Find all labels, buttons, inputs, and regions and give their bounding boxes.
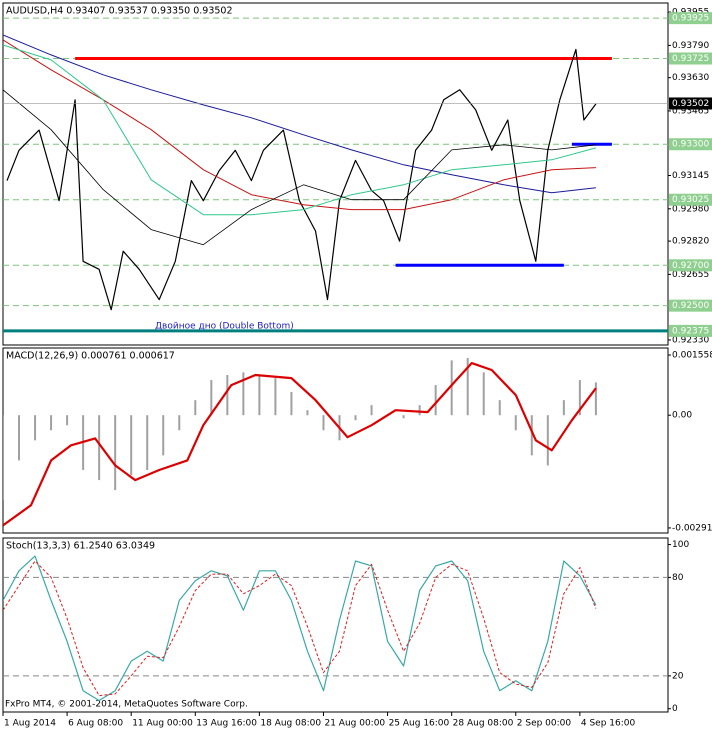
x-tick-label: 11 Aug 00:00 <box>132 719 193 729</box>
last-price-label: 0.93502 <box>672 99 709 109</box>
footer: FxPro MT4, © 2001-2014, MetaQuotes Softw… <box>5 700 248 710</box>
y-tick-label: 20 <box>672 671 684 681</box>
panel-frame <box>2 537 669 713</box>
y-tick-label: 0.00 <box>672 411 692 421</box>
x-tick-label: 1 Aug 2014 <box>4 719 56 729</box>
level-label: 0.92700 <box>672 261 709 271</box>
histogram-bar <box>178 415 181 431</box>
histogram-bar <box>274 378 277 416</box>
histogram-bar <box>418 405 421 416</box>
x-tick-label: 28 Aug 08:00 <box>453 719 514 729</box>
histogram-bar <box>146 415 149 471</box>
series-line <box>3 44 597 216</box>
last-price-box <box>669 97 712 110</box>
y-tick-label: 0.001558 <box>672 351 712 361</box>
y-tick-label: 0.93790 <box>672 41 709 51</box>
histogram-bar <box>594 382 597 416</box>
series-line <box>3 34 596 194</box>
level-label: 0.93725 <box>672 54 709 64</box>
annotation: Двойное дно (Double Bottom) <box>155 322 294 332</box>
level-label-box <box>669 324 712 337</box>
plot-area <box>3 555 668 702</box>
x-tick-label: 6 Aug 08:00 <box>68 719 123 729</box>
histogram-bar <box>306 410 309 416</box>
level-label-box <box>669 12 712 25</box>
level-label: 0.92500 <box>672 301 709 311</box>
y-tick-label: 0 <box>672 704 678 714</box>
histogram-bar <box>226 375 229 416</box>
x-tick-label: 21 Aug 00:00 <box>324 719 385 729</box>
y-tick-label: 0.93465 <box>672 106 709 116</box>
level-label-box <box>669 52 712 65</box>
level-label-box <box>669 138 712 151</box>
level-label: 0.93025 <box>672 195 709 205</box>
y-tick-label: 0.92655 <box>672 270 709 280</box>
histogram-bar <box>450 360 453 416</box>
histogram-bar <box>562 400 565 416</box>
plot-area <box>3 358 597 527</box>
panel-frame <box>2 2 669 346</box>
histogram-bar <box>466 358 469 416</box>
series-line <box>3 555 597 702</box>
series-line <box>3 89 596 246</box>
plot-area <box>3 17 668 333</box>
histogram-bar <box>242 372 245 416</box>
y-tick-label: 80 <box>672 573 684 583</box>
histogram-bar <box>290 392 293 416</box>
series-line <box>6 48 597 311</box>
y-tick-label: -0.002919 <box>672 523 712 533</box>
y-tick-label: 0.92980 <box>672 204 709 214</box>
histogram-bar <box>18 415 21 461</box>
histogram-bar <box>34 415 37 441</box>
histogram-bar <box>482 372 485 416</box>
y-tick-label: 0.92330 <box>672 335 709 345</box>
histogram-bar <box>130 415 133 476</box>
histogram-bar <box>498 400 501 416</box>
panel-title: Stoch(13,3,3) 61.2540 63.0349 <box>6 541 155 552</box>
histogram-bar <box>258 375 261 416</box>
histogram-bar <box>402 415 405 419</box>
histogram-bar <box>66 415 69 426</box>
x-tick-label: 2 Sep 00:00 <box>517 719 572 729</box>
histogram-bar <box>578 380 581 416</box>
histogram-bar <box>50 415 53 431</box>
histogram-bar <box>434 385 437 416</box>
level-label-box <box>669 299 712 312</box>
histogram-bar <box>322 415 325 431</box>
histogram-bar <box>354 415 357 421</box>
x-tick-label: 4 Sep 16:00 <box>581 719 636 729</box>
y-tick-label: 0.93630 <box>672 73 709 83</box>
level-label: 0.93300 <box>672 140 709 150</box>
histogram-bar <box>194 400 197 416</box>
histogram-bar <box>514 415 517 431</box>
x-tick-label: 13 Aug 16:00 <box>196 719 257 729</box>
y-tick-label: 0.92820 <box>672 237 709 247</box>
histogram-bar <box>114 415 117 491</box>
histogram-bar <box>210 380 213 416</box>
histogram-bar <box>98 415 101 481</box>
series-line <box>3 362 597 527</box>
histogram-bar <box>546 415 549 466</box>
panel-title: MACD(12,26,9) 0.000761 0.000617 <box>6 351 175 362</box>
panel-title: AUDUSD,H4 0.93407 0.93537 0.93350 0.9350… <box>6 6 233 17</box>
level-label: 0.93925 <box>672 14 709 24</box>
histogram-bar <box>162 415 165 456</box>
histogram-bar <box>3 415 4 501</box>
x-tick-label: 25 Aug 16:00 <box>389 719 450 729</box>
level-label: 0.92375 <box>672 326 709 336</box>
level-label-box <box>669 193 712 206</box>
histogram-bar <box>370 405 373 416</box>
level-label-box <box>669 259 712 272</box>
y-tick-label: 0.93145 <box>672 171 709 181</box>
x-tick-label: 18 Aug 08:00 <box>260 719 321 729</box>
series-line <box>3 560 597 697</box>
histogram-bar <box>530 415 533 456</box>
y-tick-label: 100 <box>672 540 689 550</box>
